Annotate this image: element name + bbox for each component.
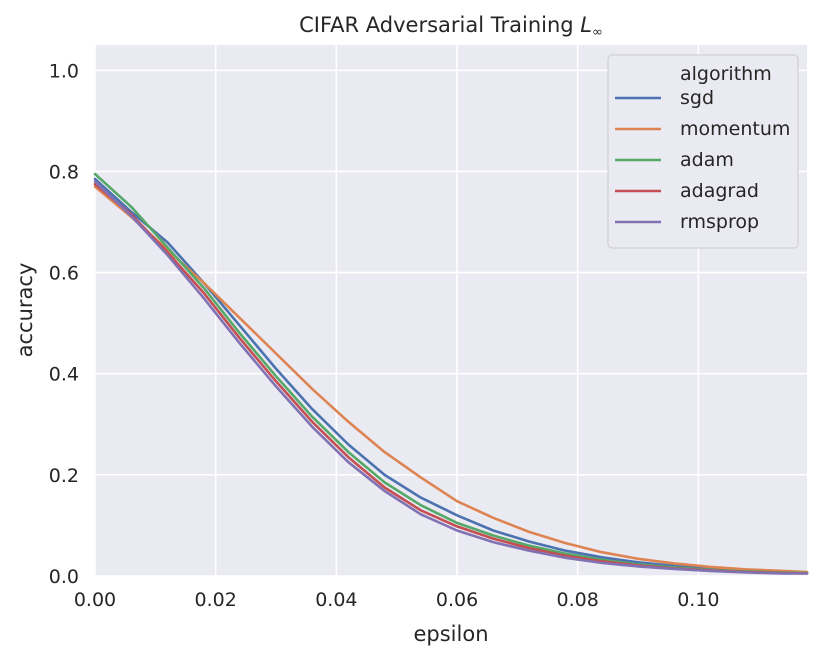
x-tick-label: 0.02: [195, 589, 237, 611]
x-axis-label: epsilon: [413, 622, 488, 646]
legend-label-momentum: momentum: [680, 118, 790, 140]
y-tick-label: 0.2: [49, 465, 79, 487]
x-axis-ticks: 0.00 0.02 0.04 0.06 0.08 0.10: [74, 589, 720, 611]
chart-title-math-sub: ∞: [592, 25, 603, 40]
legend-title: algorithm: [680, 63, 772, 85]
x-tick-label: 0.00: [74, 589, 116, 611]
y-tick-label: 0.8: [49, 161, 79, 183]
legend: algorithm sgd momentum adam adagrad rmsprop: [607, 54, 799, 249]
series-lines: [93, 172, 809, 575]
legend-label-adam: adam: [680, 149, 734, 171]
chart-title-math: L: [580, 13, 592, 37]
y-tick-label: 1.0: [49, 60, 79, 82]
legend-label-rmsprop: rmsprop: [680, 211, 759, 233]
x-tick-label: 0.08: [557, 589, 599, 611]
legend-box: [607, 54, 799, 249]
x-tick-label: 0.10: [677, 589, 719, 611]
series-line-rmsprop: [93, 180, 809, 575]
y-tick-label: 0.4: [49, 364, 79, 386]
legend-label-adagrad: adagrad: [680, 180, 759, 202]
x-tick-label: 0.04: [315, 589, 357, 611]
chart-title: CIFAR Adversarial Training L∞: [299, 13, 603, 40]
y-tick-label: 0.6: [49, 263, 79, 285]
x-tick-label: 0.06: [436, 589, 478, 611]
legend-label-sgd: sgd: [680, 87, 714, 109]
y-axis-label: accuracy: [13, 263, 37, 358]
y-tick-label: 0.0: [49, 566, 79, 588]
series-line-momentum: [93, 185, 809, 574]
y-axis-ticks: 0.0 0.2 0.4 0.6 0.8 1.0: [49, 60, 79, 588]
